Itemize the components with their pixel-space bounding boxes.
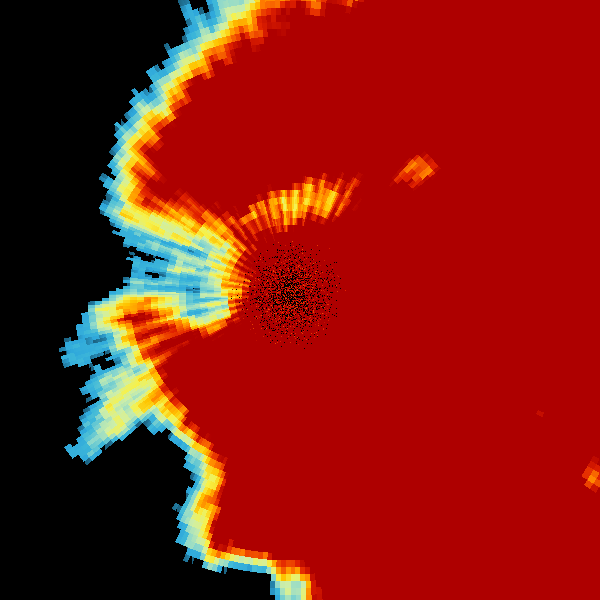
radar-image-view: Radar Reflectivity Field dBZ Full-frame … [0,0,600,600]
radar-reflectivity-canvas [0,0,600,600]
